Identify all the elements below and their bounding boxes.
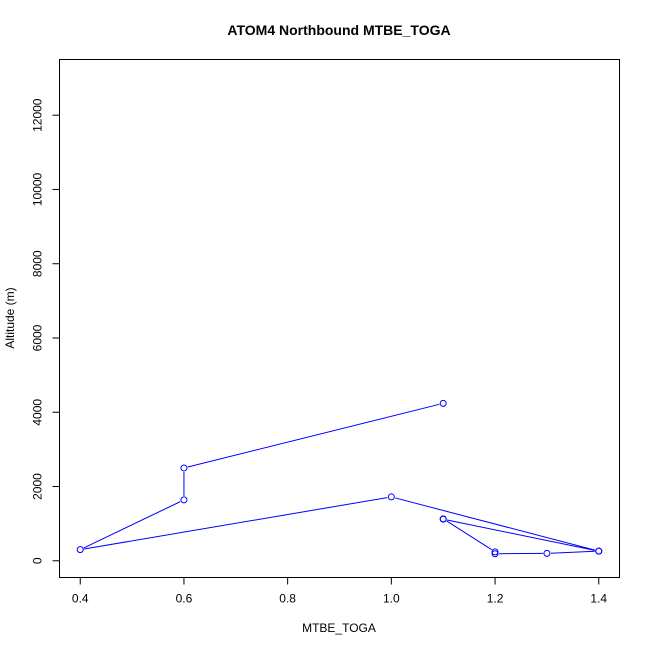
data-point: [387, 493, 395, 501]
data-point: [491, 548, 499, 556]
data-point: [439, 515, 447, 523]
y-axis: 0 2000 4000 6000 8000 10000 12000: [31, 98, 60, 564]
data-point: [543, 549, 551, 557]
y-tick-label: 4000: [31, 399, 45, 426]
x-axis: 0.4 0.6 0.8 1.0 1.2 1.4: [72, 577, 607, 606]
x-tick-label: 1.2: [487, 592, 504, 606]
series-segment: [83, 501, 181, 549]
x-tick-label: 0.4: [72, 592, 89, 606]
x-tick-label: 0.8: [279, 592, 296, 606]
y-tick-label: 8000: [31, 250, 45, 277]
data-point: [439, 399, 447, 407]
y-tick-label: 0: [31, 557, 45, 564]
series-segment: [447, 519, 595, 551]
data-point: [595, 547, 603, 555]
series-segment: [395, 497, 596, 551]
series-segment: [446, 520, 492, 551]
data-point: [76, 546, 84, 554]
data-point: [180, 496, 188, 504]
y-tick-label: 2000: [31, 473, 45, 500]
data-point: [180, 464, 188, 472]
y-tick-label: 10000: [31, 172, 45, 206]
y-tick-label: 6000: [31, 324, 45, 351]
x-axis-label: MTBE_TOGA: [302, 621, 376, 635]
x-tick-label: 0.6: [176, 592, 193, 606]
series-layer: [76, 399, 603, 558]
x-tick-label: 1.0: [383, 592, 400, 606]
chart-title: ATOM4 Northbound MTBE_TOGA: [227, 22, 450, 38]
series-segment: [84, 497, 388, 550]
x-tick-label: 1.4: [590, 592, 607, 606]
series-segment: [187, 403, 440, 468]
y-tick-label: 12000: [31, 98, 45, 132]
series-segment: [550, 550, 595, 554]
y-axis-label: Altitude (m): [3, 287, 17, 348]
data-point: [491, 550, 499, 558]
